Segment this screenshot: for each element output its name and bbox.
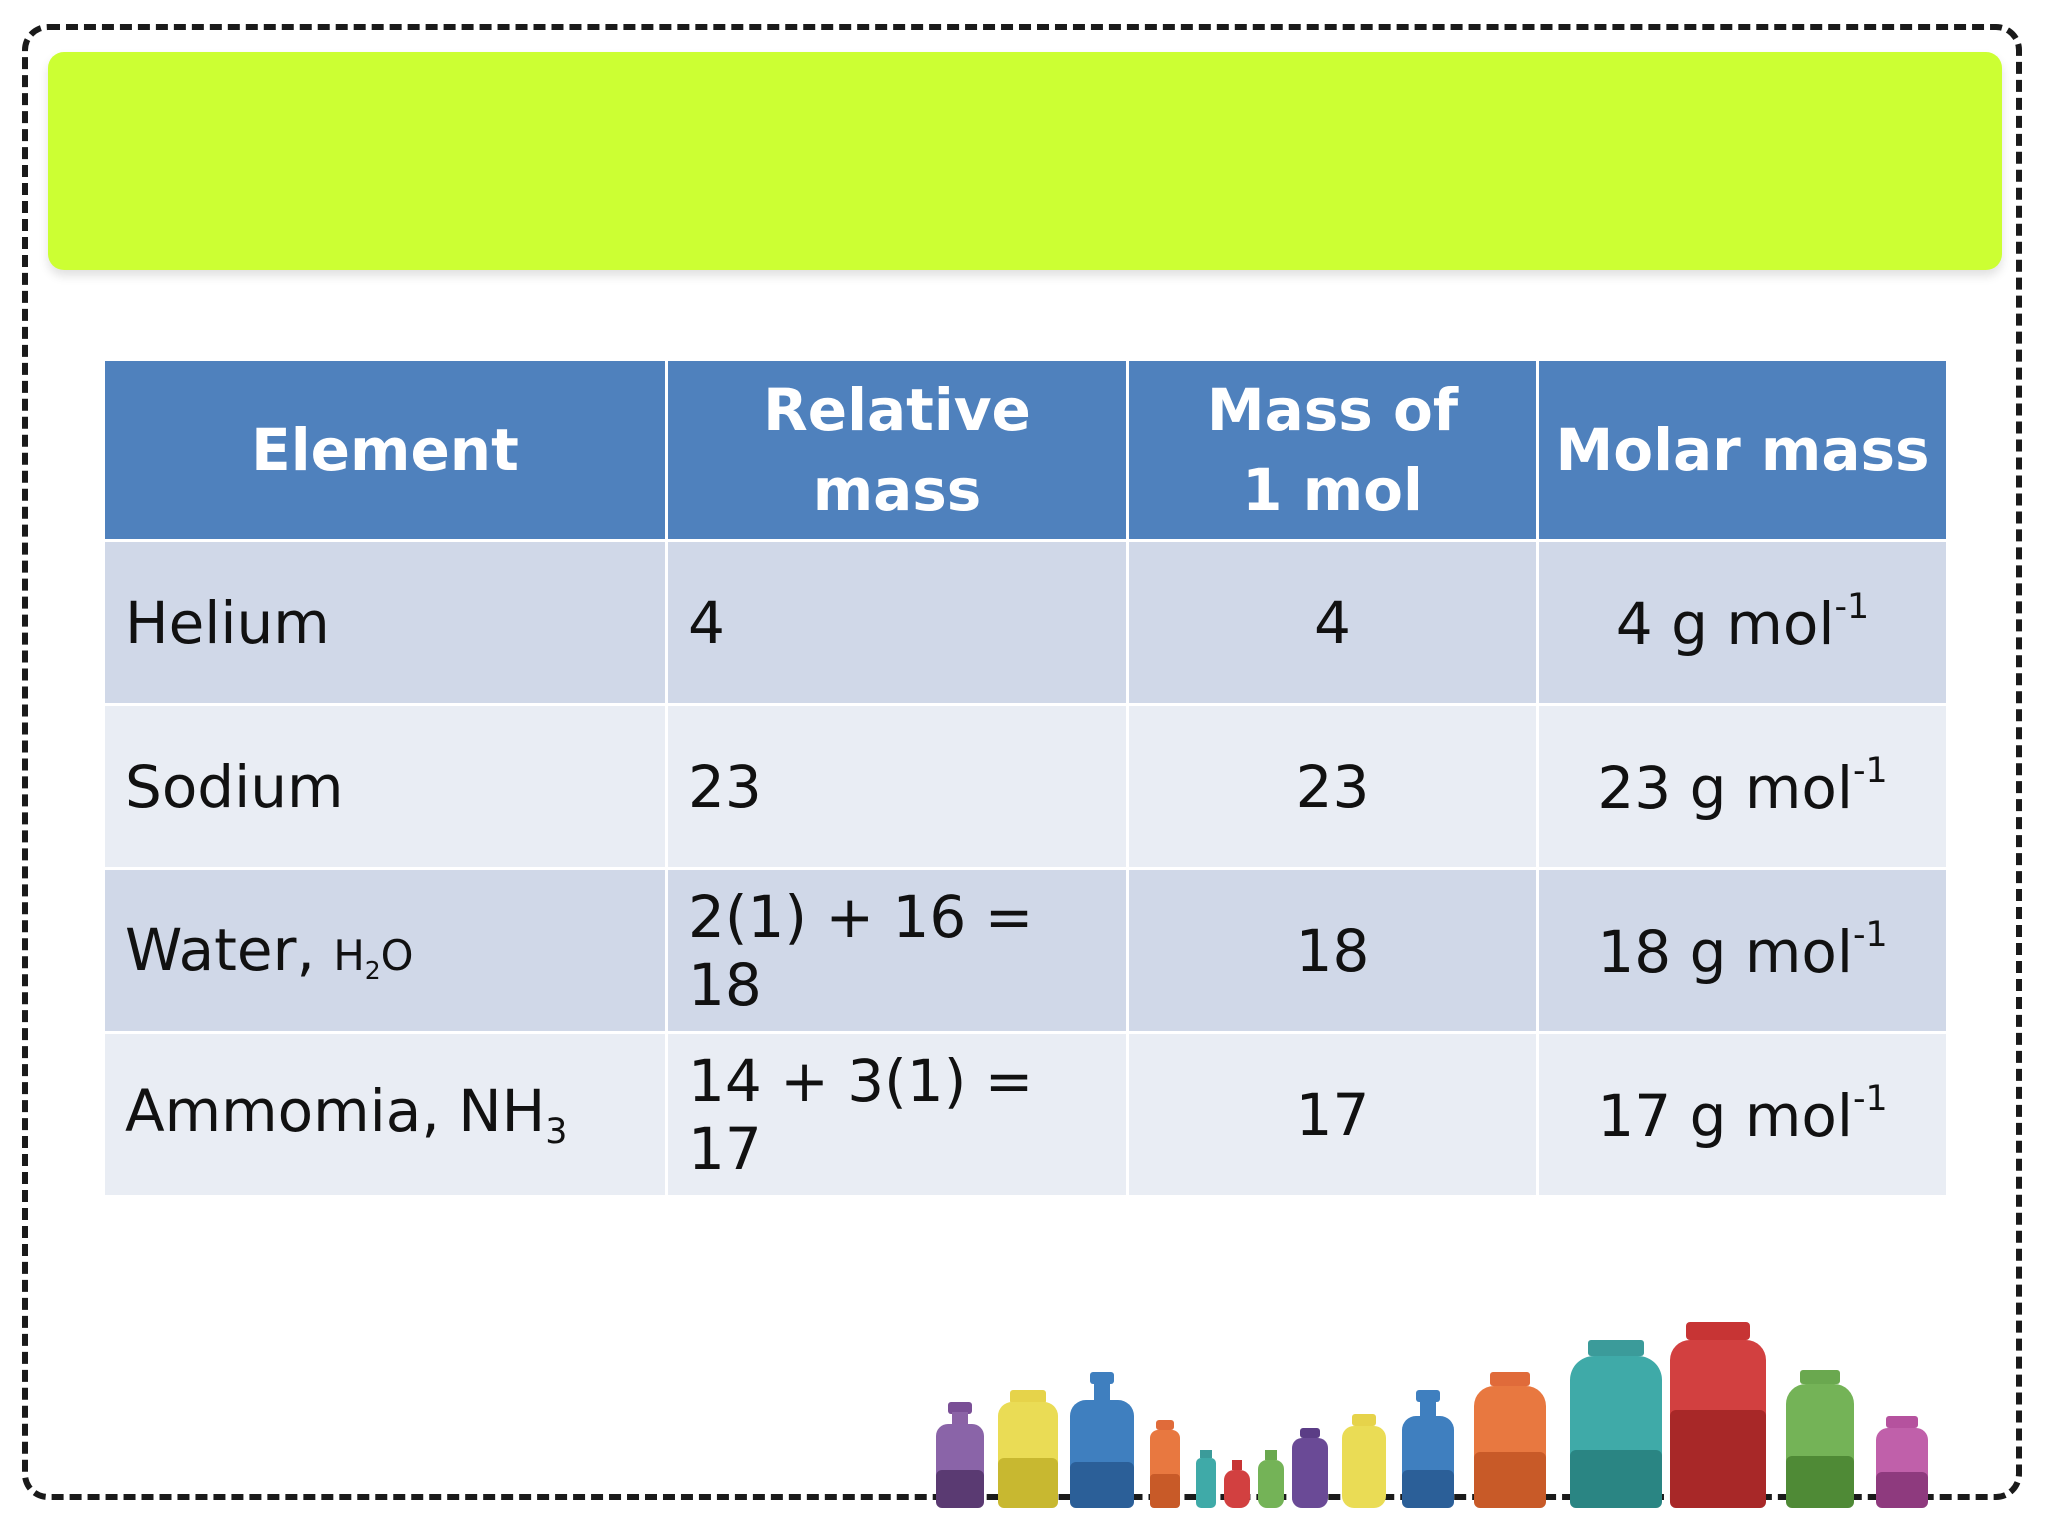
bottle-yellow <box>998 1390 1058 1508</box>
cell-relative-mass: 2(1) + 16 = 18 <box>665 867 1129 1034</box>
cell-element: Water, H2O <box>102 867 668 1034</box>
bottle-purple-dark <box>1292 1428 1328 1508</box>
bottle-red-tiny <box>1224 1460 1250 1508</box>
cell-element: Helium <box>102 539 668 706</box>
molar-mass-exponent: -1 <box>1852 750 1888 791</box>
element-name: Water, <box>125 916 334 985</box>
formula-subscript: 2 <box>364 955 381 985</box>
cell-relative-mass: 14 + 3(1) = 17 <box>665 1031 1129 1198</box>
cell-element: Sodium <box>102 703 668 870</box>
table-row: Water, H2O 2(1) + 16 = 18 18 18 g mol-1 <box>102 867 1949 1034</box>
molar-mass-exponent: -1 <box>1852 914 1888 955</box>
cell-relative-mass: 4 <box>665 539 1129 706</box>
formula-tail: O <box>380 931 414 981</box>
element-name: Helium <box>125 588 330 657</box>
formula-base: NH <box>458 1076 546 1145</box>
molar-mass-exponent: -1 <box>1834 586 1870 627</box>
bottle-orange-big <box>1474 1372 1546 1508</box>
molar-mass-exponent: -1 <box>1852 1078 1888 1119</box>
molar-mass-value: 18 g mol <box>1597 918 1853 987</box>
bottle-magenta-small <box>1876 1416 1928 1508</box>
header-mass-of-1-mol-line1: Mass of <box>1206 376 1459 444</box>
cell-mass-of-1-mol: 17 <box>1126 1031 1539 1198</box>
bottle-green-medium <box>1786 1370 1854 1508</box>
molar-mass-value: 23 g mol <box>1597 754 1853 823</box>
bottle-orange-slim <box>1150 1420 1180 1508</box>
bottle-red-big <box>1670 1322 1766 1508</box>
formula: H2O <box>333 931 414 985</box>
bottles-illustration <box>936 1322 1928 1508</box>
bottle-yellow-small <box>1342 1414 1386 1508</box>
cell-mass-of-1-mol: 4 <box>1126 539 1539 706</box>
header-mass-of-1-mol: Mass of 1 mol <box>1126 358 1539 542</box>
header-element: Element <box>102 358 668 542</box>
table-row: Sodium 23 23 23 g mol-1 <box>102 703 1949 870</box>
cell-molar-mass: 4 g mol-1 <box>1536 539 1949 706</box>
bottle-blue-tall <box>1070 1372 1134 1508</box>
cell-element: Ammomia, NH3 <box>102 1031 668 1198</box>
header-molar-mass: Molar mass <box>1536 358 1949 542</box>
bottle-teal-vial <box>1196 1450 1216 1508</box>
formula-base: H <box>333 931 365 981</box>
molar-mass-value: 17 g mol <box>1597 1082 1853 1151</box>
table-row: Helium 4 4 4 g mol-1 <box>102 539 1949 706</box>
bottle-purple-small <box>936 1402 984 1508</box>
formula-subscript: 3 <box>545 1112 568 1153</box>
bottle-blue-medium <box>1402 1390 1454 1508</box>
cell-molar-mass: 17 g mol-1 <box>1536 1031 1949 1198</box>
bottle-teal-big <box>1570 1340 1662 1508</box>
header-mass-of-1-mol-line2: 1 mol <box>1242 456 1423 524</box>
title-banner <box>48 52 2002 270</box>
cell-mass-of-1-mol: 23 <box>1126 703 1539 870</box>
cell-relative-mass: 23 <box>665 703 1129 870</box>
cell-mass-of-1-mol: 18 <box>1126 867 1539 1034</box>
element-name: Sodium <box>125 752 344 821</box>
cell-molar-mass: 23 g mol-1 <box>1536 703 1949 870</box>
molar-mass-value: 4 g mol <box>1615 590 1835 659</box>
element-name: Ammomia, <box>125 1076 459 1145</box>
bottle-green-tiny <box>1258 1450 1284 1508</box>
header-relative-mass: Relative mass <box>665 358 1129 542</box>
table-row: Ammomia, NH3 14 + 3(1) = 17 17 17 g mol-… <box>102 1031 1949 1198</box>
table-header-row: Element Relative mass Mass of 1 mol Mola… <box>102 358 1949 542</box>
cell-molar-mass: 18 g mol-1 <box>1536 867 1949 1034</box>
molar-mass-table: Element Relative mass Mass of 1 mol Mola… <box>102 358 1949 1198</box>
